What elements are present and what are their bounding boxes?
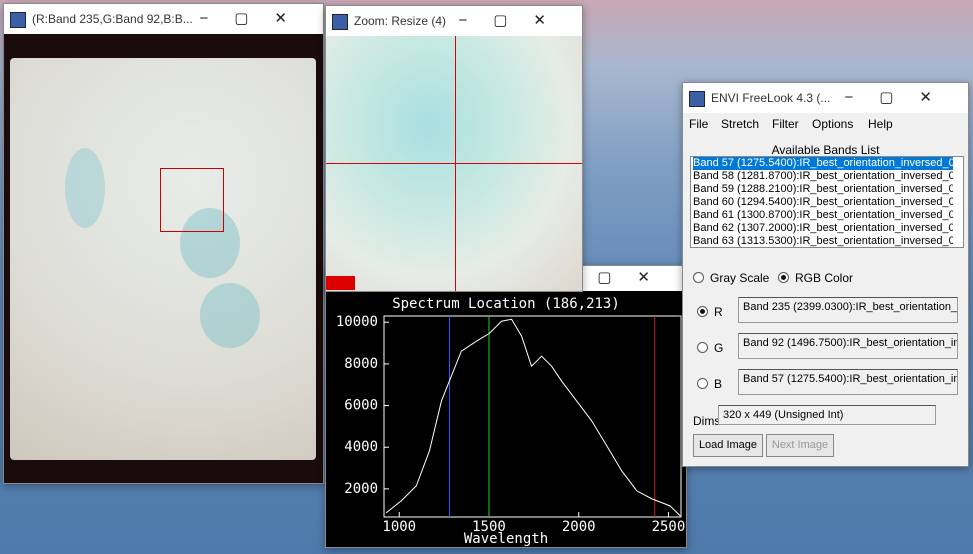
zoom-view — [326, 36, 582, 291]
image-window: (R:Band 235,G:Band 92,B:B... −▢✕ — [3, 3, 324, 484]
button[interactable]: Load Image — [693, 434, 763, 457]
freelook-window: ENVI FreeLook 4.3 (... −▢✕ Available Ban… — [682, 82, 969, 467]
channel-radio[interactable]: B — [697, 377, 722, 391]
channel-band-field: Band 57 (1275.5400):IR_best_orientation_… — [738, 369, 958, 395]
bands-list-label: Available Bands List — [771, 143, 880, 157]
x-tick-label: 2500 — [652, 519, 686, 535]
x-tick-label: 1500 — [472, 519, 506, 535]
menu-item[interactable]: File — [689, 117, 709, 131]
y-tick-label: 8000 — [344, 356, 378, 372]
menu-item[interactable]: Stretch — [721, 117, 760, 131]
window-title: Zoom: Resize (4) — [354, 14, 447, 28]
spectrum-plot: Spectrum Location (186,213) Wavelength 2… — [336, 296, 686, 547]
x-axis-label: Wavelength — [464, 531, 548, 547]
band-item[interactable]: Band 61 (1300.8700):IR_best_orientation_… — [693, 209, 953, 221]
plot-frame — [383, 315, 682, 518]
bands-list[interactable]: Band 57 (1275.5400):IR_best_orientation_… — [690, 156, 964, 248]
window-controls[interactable]: −▢✕ — [844, 89, 958, 106]
spectrum-window: −▢✕ Spectrum Location (186,213) Waveleng… — [325, 265, 687, 548]
mode-label: Gray Scale — [710, 271, 770, 285]
channel-label: B — [714, 377, 723, 391]
y-tick-label: 2000 — [344, 481, 378, 497]
zoom-window: Zoom: Resize (4) −▢✕ — [325, 5, 583, 292]
channel-band-field: Band 235 (2399.0300):IR_best_orientation… — [738, 297, 958, 323]
band-item[interactable]: Band 58 (1281.8700):IR_best_orientation_… — [693, 170, 953, 182]
mode-radio[interactable]: Gray Scale — [693, 271, 769, 285]
dims-field: 320 x 449 (Unsigned Int) — [718, 405, 936, 425]
button: Next Image — [766, 434, 834, 457]
chart-title: Spectrum Location (186,213) — [392, 296, 620, 312]
zoom-controls[interactable] — [326, 276, 355, 290]
channel-radio[interactable]: R — [697, 305, 723, 319]
window-controls[interactable]: −▢✕ — [562, 269, 676, 286]
mode-radio[interactable]: RGB Color — [778, 271, 853, 285]
menu-item[interactable]: Help — [868, 117, 893, 131]
channel-label: G — [714, 341, 724, 355]
y-tick-label: 4000 — [344, 439, 378, 455]
menu-item[interactable]: Options — [812, 117, 854, 131]
y-tick-label: 10000 — [336, 314, 378, 330]
title-bar: Zoom: Resize (4) −▢✕ — [326, 6, 582, 36]
band-item[interactable]: Band 63 (1313.5300):IR_best_orientation_… — [693, 235, 953, 247]
band-item[interactable]: Band 57 (1275.5400):IR_best_orientation_… — [693, 157, 953, 170]
channel-band-field: Band 92 (1496.7500):IR_best_orientation_… — [738, 333, 958, 359]
spectrum-line — [385, 318, 681, 517]
zoom-box[interactable] — [160, 168, 224, 232]
window-controls[interactable]: −▢✕ — [458, 12, 572, 29]
channel-label: R — [714, 305, 723, 319]
x-tick-label: 2000 — [562, 519, 596, 535]
window-title: ENVI FreeLook 4.3 (... — [711, 91, 831, 105]
band-item[interactable]: Band 59 (1288.2100):IR_best_orientation_… — [693, 183, 953, 195]
channel-radio[interactable]: G — [697, 341, 723, 355]
band-item[interactable]: Band 62 (1307.2000):IR_best_orientation_… — [693, 222, 953, 234]
title-bar: ENVI FreeLook 4.3 (... −▢✕ — [683, 83, 968, 113]
band-item[interactable]: Band 60 (1294.5400):IR_best_orientation_… — [693, 196, 953, 208]
window-title: (R:Band 235,G:Band 92,B:B... — [32, 12, 193, 26]
x-tick-label: 1000 — [382, 519, 416, 535]
title-bar: (R:Band 235,G:Band 92,B:B... −▢✕ — [4, 4, 323, 34]
window-controls[interactable]: −▢✕ — [199, 10, 313, 27]
image-view — [10, 58, 316, 460]
menu-item[interactable]: Filter — [772, 117, 799, 131]
y-tick-label: 6000 — [344, 398, 378, 414]
dims-label: Dims — [693, 414, 721, 428]
mode-label: RGB Color — [795, 271, 854, 285]
